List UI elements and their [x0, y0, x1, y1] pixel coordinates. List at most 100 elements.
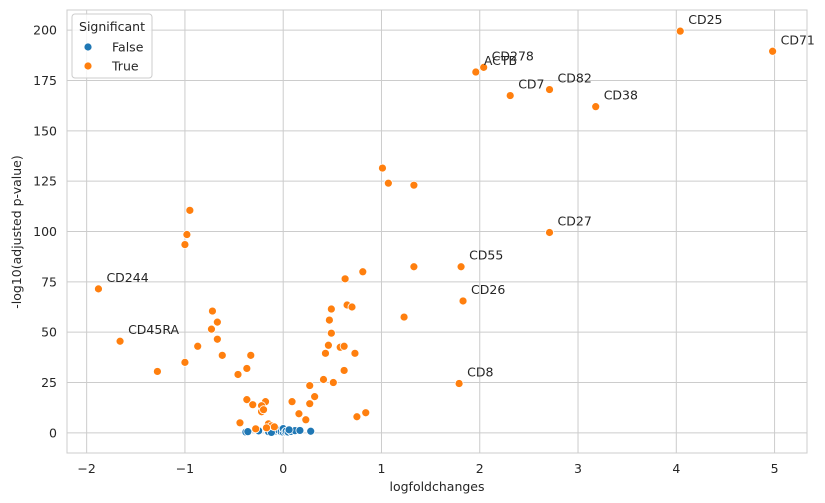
point-true [339, 366, 349, 375]
point-true [675, 26, 685, 36]
point-true [383, 178, 393, 188]
annotation-label: CD27 [558, 214, 592, 229]
point-true [479, 62, 489, 72]
annotation-label: CD244 [106, 270, 148, 285]
legend-label-false: False [112, 40, 144, 55]
point-true [269, 422, 279, 432]
point-true [324, 340, 333, 350]
annotation-label: CD278 [492, 48, 534, 63]
point-false [243, 427, 253, 437]
legend-box [71, 13, 153, 79]
point-true [321, 348, 330, 358]
annotation-label: CD71 [781, 32, 815, 47]
point-true [115, 336, 125, 346]
point-true [180, 240, 190, 249]
point-true [212, 317, 222, 327]
point-true [545, 228, 554, 237]
point-true [768, 46, 778, 56]
point-true [185, 205, 195, 215]
point-true [319, 375, 328, 384]
point-true [235, 418, 245, 428]
point-true [324, 315, 334, 325]
point-true [212, 334, 222, 344]
point-true [505, 91, 515, 100]
annotation-label: ACTB [484, 53, 517, 68]
legend-marker-false [83, 42, 93, 52]
point-true [294, 409, 304, 419]
point-true [361, 408, 371, 418]
point-true [454, 379, 464, 388]
point-true [352, 412, 362, 422]
y-tick-label: 125 [33, 174, 57, 189]
point-true [251, 424, 261, 434]
point-true [242, 395, 252, 405]
x-tick-label: 4 [672, 461, 680, 476]
annotation-label: CD25 [688, 12, 722, 27]
point-true [326, 304, 336, 314]
point-true [180, 357, 190, 367]
point-true [350, 348, 360, 358]
point-true [358, 267, 368, 277]
point-true [471, 67, 481, 77]
point-true [94, 284, 103, 294]
point-true [305, 381, 315, 390]
x-tick-label: 2 [476, 461, 484, 476]
x-tick-label: 1 [377, 461, 385, 476]
point-true [262, 423, 271, 433]
point-true [591, 102, 601, 112]
point-true [456, 262, 466, 272]
annotation-label: CD45RA [128, 322, 179, 337]
point-true [347, 302, 357, 312]
point-true [305, 399, 315, 409]
point-true [409, 180, 419, 190]
point-true [153, 367, 162, 376]
point-true [182, 230, 192, 239]
point-true [246, 350, 256, 360]
point-true [207, 324, 216, 334]
point-true [242, 364, 252, 373]
point-true [326, 328, 336, 338]
x-tick-label: −1 [176, 461, 194, 476]
point-true [378, 163, 387, 173]
point-true [259, 405, 268, 415]
x-tick-label: −2 [77, 461, 95, 476]
point-false [284, 425, 294, 435]
x-tick-label: 0 [279, 461, 287, 476]
y-tick-label: 150 [33, 123, 57, 138]
legend-label-true: True [111, 59, 139, 74]
point-true [233, 370, 243, 379]
y-tick-label: 50 [41, 325, 57, 340]
annotation-label: CD38 [604, 88, 638, 103]
point-false [306, 426, 316, 436]
y-tick-label: 100 [33, 224, 57, 239]
x-tick-label: 5 [771, 461, 779, 476]
point-true [328, 378, 338, 387]
point-true [248, 400, 258, 410]
y-axis-label: -log10(adjusted p-value) [9, 155, 24, 308]
point-false [295, 426, 305, 435]
point-true [287, 397, 297, 407]
data-points [94, 26, 778, 437]
legend: Significant False True [71, 13, 153, 79]
annotation-label: CD82 [558, 71, 592, 86]
point-true [310, 392, 320, 402]
point-true [399, 312, 409, 322]
y-tick-labels: 0 25 50 75 100 125 150 175 200 [33, 23, 57, 441]
point-true [545, 85, 554, 94]
annotation-label: CD26 [471, 282, 505, 297]
point-true [340, 274, 350, 284]
x-tick-label: 3 [574, 461, 582, 476]
annotation-label: CD7 [518, 77, 544, 92]
y-tick-label: 25 [41, 375, 57, 390]
y-tick-label: 0 [49, 425, 57, 440]
plot-frame [66, 9, 808, 454]
y-tick-label: 200 [33, 23, 57, 38]
point-true [193, 341, 203, 351]
point-true [458, 296, 468, 306]
y-tick-label: 75 [41, 274, 57, 289]
point-true [339, 341, 349, 351]
point-true [409, 262, 419, 272]
point-true [301, 415, 311, 425]
x-axis-label: logfoldchanges [389, 479, 484, 494]
